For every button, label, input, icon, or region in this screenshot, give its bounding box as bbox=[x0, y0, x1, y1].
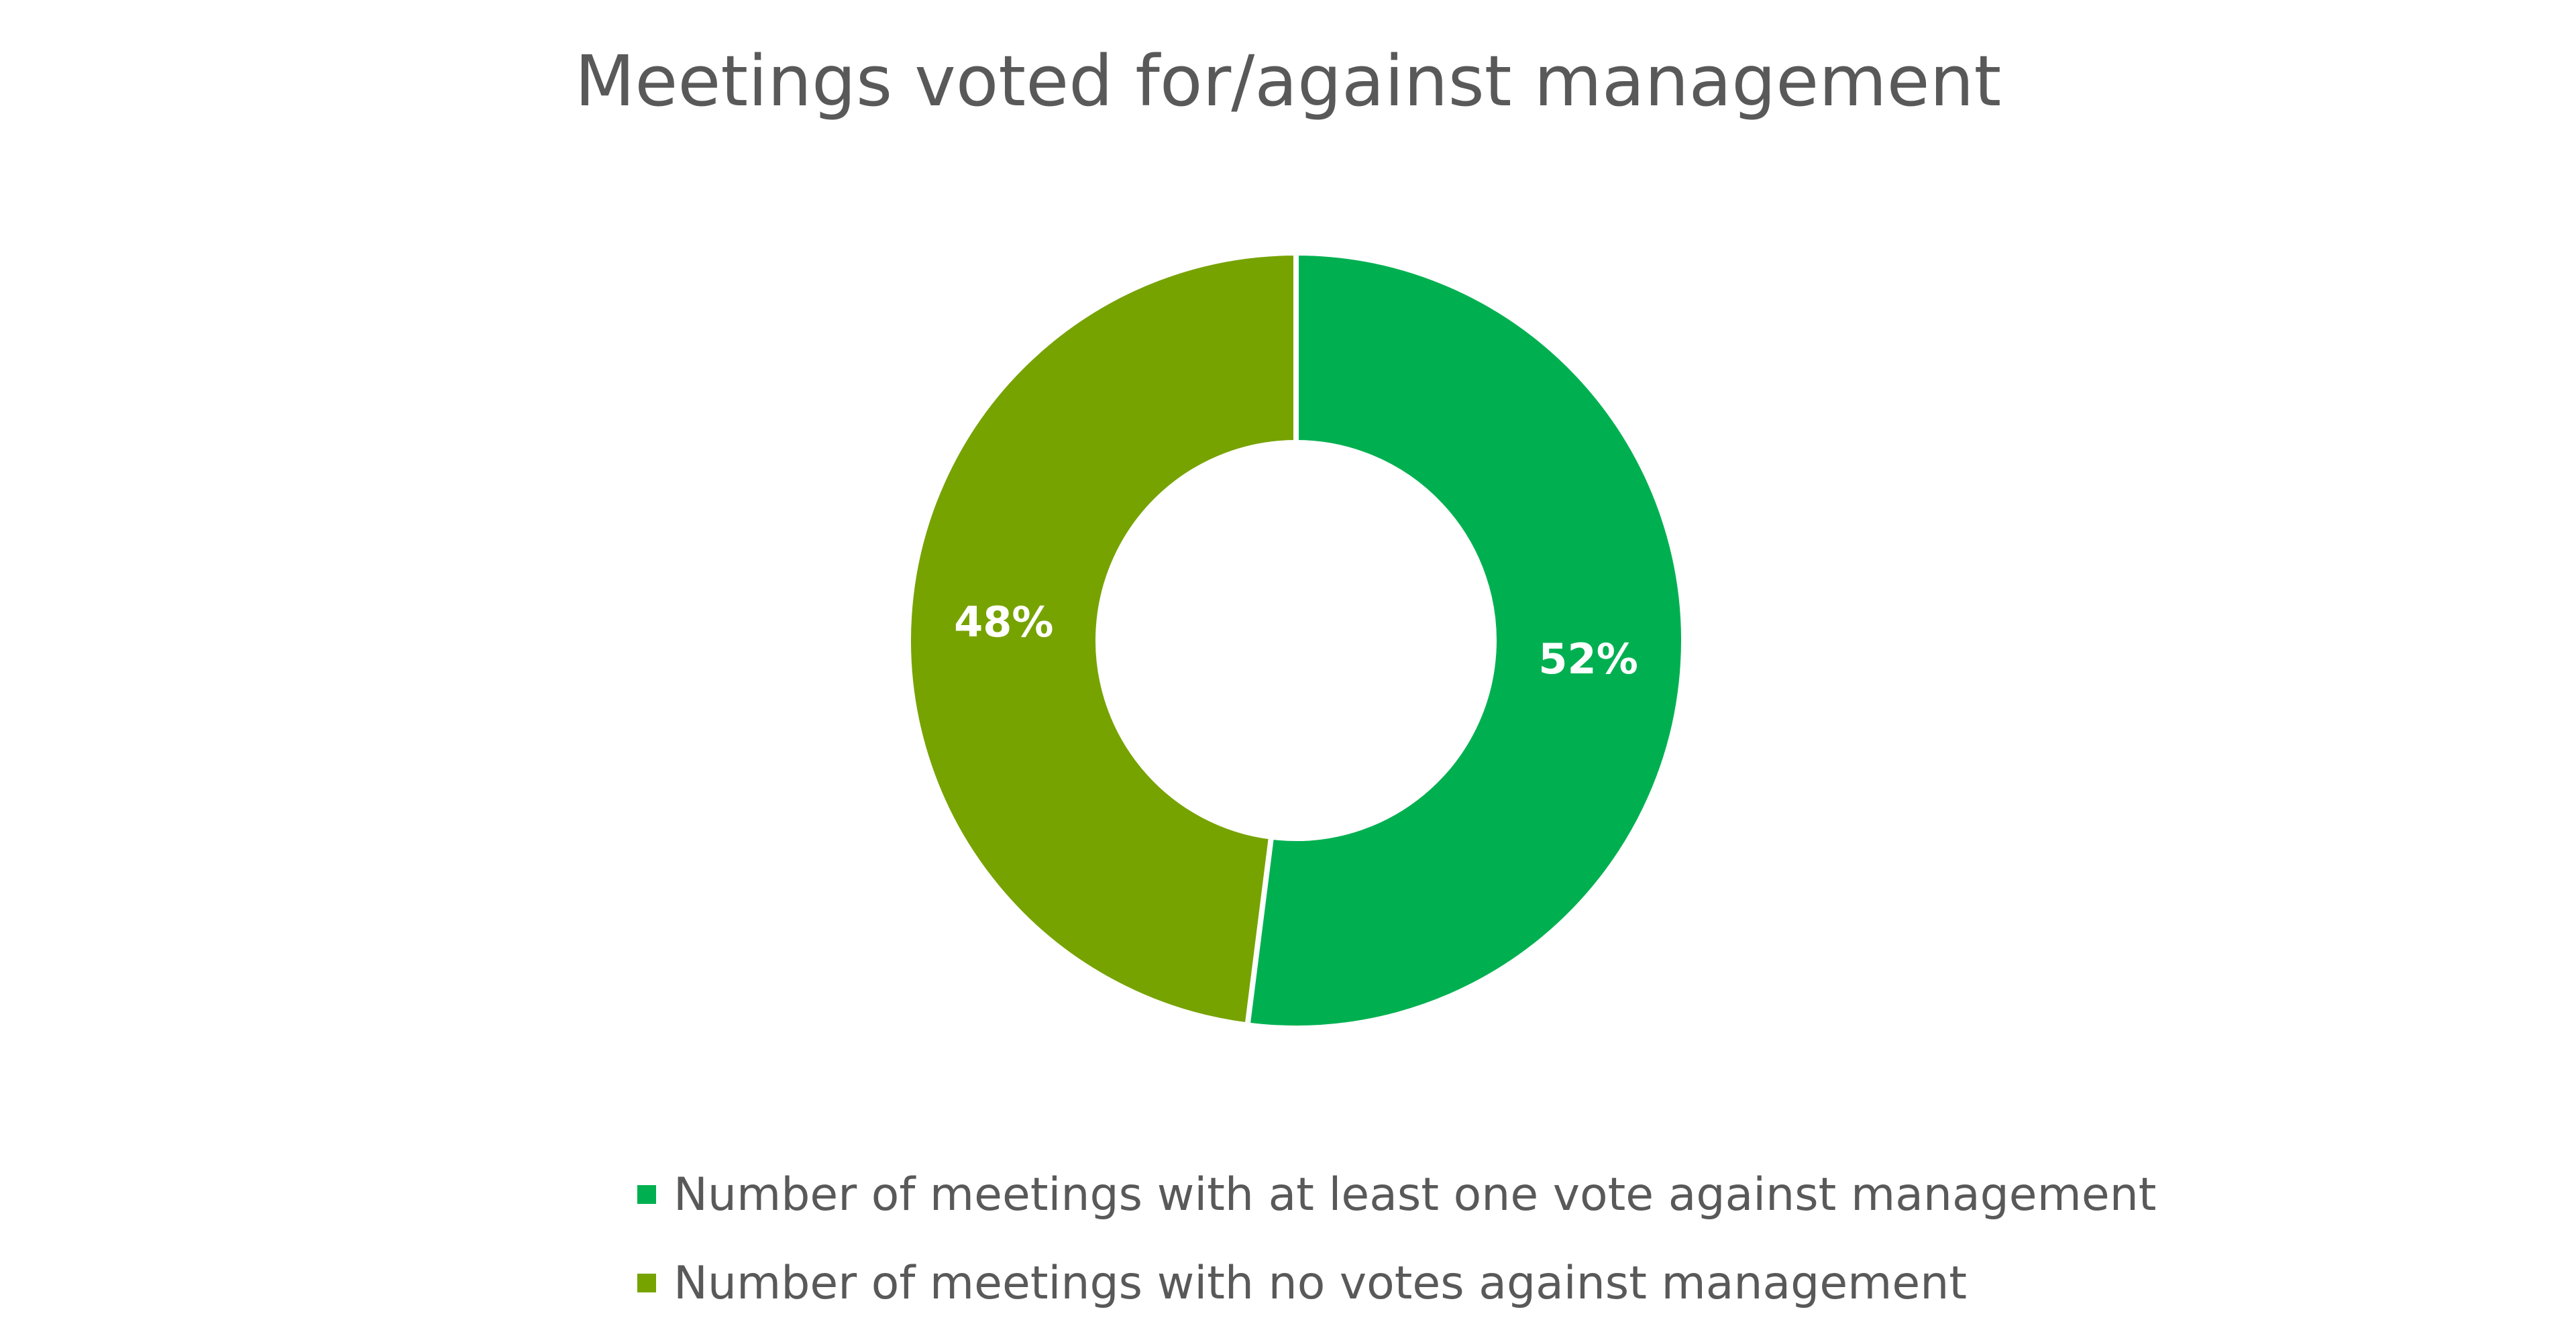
legend-label: Number of meetings with at least one vot… bbox=[674, 1168, 2157, 1221]
slice-data-label: 48% bbox=[954, 598, 1053, 647]
legend-swatch bbox=[637, 1185, 656, 1204]
slice-data-label: 52% bbox=[1538, 634, 1638, 683]
legend-item[interactable]: Number of meetings with at least one vot… bbox=[637, 1150, 2156, 1239]
legend-label: Number of meetings with no votes against… bbox=[674, 1256, 1968, 1310]
donut-slice[interactable] bbox=[1244, 249, 1686, 1031]
legend-item[interactable]: Number of meetings with no votes against… bbox=[637, 1239, 2156, 1327]
chart-title: Meetings voted for/against management bbox=[574, 40, 2002, 122]
donut-slice[interactable] bbox=[906, 249, 1299, 1028]
legend: Number of meetings with at least one vot… bbox=[637, 1150, 2156, 1327]
legend-swatch bbox=[637, 1274, 656, 1292]
